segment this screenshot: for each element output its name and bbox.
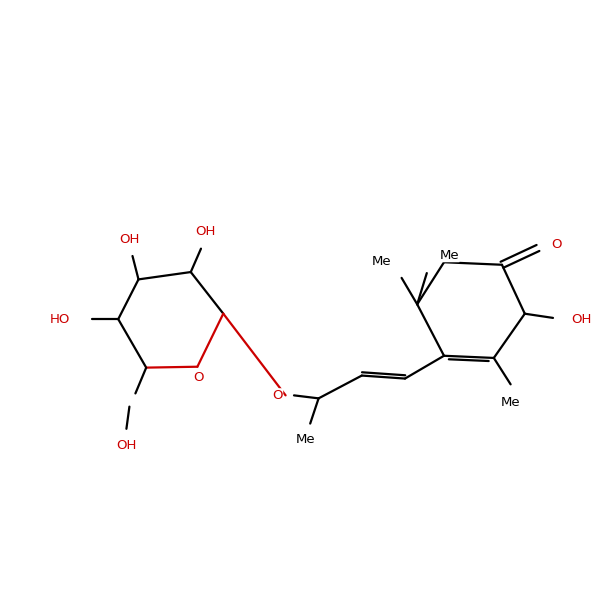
Text: HO: HO	[50, 313, 70, 326]
Text: OH: OH	[571, 313, 592, 326]
Text: O: O	[272, 389, 283, 402]
Text: Me: Me	[439, 248, 459, 262]
Text: Me: Me	[372, 254, 391, 268]
Text: OH: OH	[119, 233, 140, 245]
Text: OH: OH	[116, 439, 137, 452]
Text: O: O	[551, 238, 562, 251]
Text: Me: Me	[501, 396, 520, 409]
Text: Me: Me	[296, 433, 315, 446]
Text: OH: OH	[196, 226, 216, 238]
Text: O: O	[193, 371, 204, 384]
